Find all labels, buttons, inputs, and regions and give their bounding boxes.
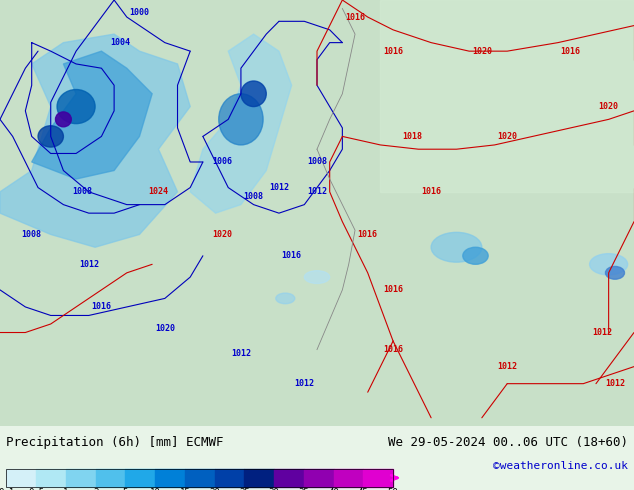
Text: 1012: 1012 bbox=[605, 379, 625, 388]
Bar bbox=[126, 469, 155, 487]
Text: 1018: 1018 bbox=[402, 132, 422, 141]
Text: 1016: 1016 bbox=[383, 345, 403, 354]
Ellipse shape bbox=[590, 254, 628, 275]
Text: 30: 30 bbox=[269, 488, 280, 490]
Ellipse shape bbox=[431, 232, 482, 262]
Text: 50: 50 bbox=[388, 488, 398, 490]
Text: 5: 5 bbox=[122, 488, 128, 490]
Ellipse shape bbox=[57, 90, 95, 123]
Text: 35: 35 bbox=[299, 488, 309, 490]
Text: 25: 25 bbox=[239, 488, 250, 490]
Text: 1024: 1024 bbox=[148, 187, 169, 196]
Ellipse shape bbox=[463, 247, 488, 264]
Text: 1008: 1008 bbox=[72, 187, 93, 196]
Text: 1020: 1020 bbox=[155, 324, 175, 333]
Bar bbox=[6, 469, 393, 487]
Bar bbox=[6, 469, 36, 487]
Bar bbox=[333, 469, 363, 487]
Text: 1016: 1016 bbox=[345, 13, 365, 22]
Text: 1004: 1004 bbox=[110, 38, 131, 47]
Ellipse shape bbox=[276, 293, 295, 304]
Text: 15: 15 bbox=[179, 488, 190, 490]
Ellipse shape bbox=[605, 267, 624, 279]
Text: 1020: 1020 bbox=[497, 132, 517, 141]
Bar bbox=[36, 469, 66, 487]
Text: 20: 20 bbox=[209, 488, 220, 490]
Text: 1012: 1012 bbox=[497, 362, 517, 371]
Bar bbox=[96, 469, 126, 487]
Text: 1016: 1016 bbox=[358, 230, 378, 239]
Bar bbox=[363, 469, 393, 487]
Ellipse shape bbox=[304, 270, 330, 284]
Ellipse shape bbox=[56, 112, 71, 127]
Text: 45: 45 bbox=[358, 488, 369, 490]
Text: 1016: 1016 bbox=[383, 47, 403, 56]
Text: 1020: 1020 bbox=[472, 47, 492, 56]
Text: 1008: 1008 bbox=[307, 157, 327, 167]
Polygon shape bbox=[190, 34, 292, 213]
Text: 1016: 1016 bbox=[421, 187, 441, 196]
Bar bbox=[185, 469, 214, 487]
Bar bbox=[304, 469, 333, 487]
Bar bbox=[66, 469, 96, 487]
Bar bbox=[274, 469, 304, 487]
Text: ©weatheronline.co.uk: ©weatheronline.co.uk bbox=[493, 461, 628, 471]
Text: 1006: 1006 bbox=[212, 157, 232, 167]
Bar bbox=[155, 469, 185, 487]
Text: 1012: 1012 bbox=[269, 183, 289, 192]
Text: 1012: 1012 bbox=[231, 349, 251, 358]
Ellipse shape bbox=[38, 126, 63, 147]
Polygon shape bbox=[0, 34, 190, 247]
Text: 1012: 1012 bbox=[592, 328, 612, 337]
Text: 1016: 1016 bbox=[91, 302, 112, 312]
Text: We 29-05-2024 00..06 UTC (18+60): We 29-05-2024 00..06 UTC (18+60) bbox=[387, 436, 628, 449]
Text: 1016: 1016 bbox=[383, 285, 403, 294]
Bar bbox=[214, 469, 244, 487]
Bar bbox=[244, 469, 274, 487]
Text: 10: 10 bbox=[150, 488, 160, 490]
Text: 1012: 1012 bbox=[294, 379, 314, 388]
Text: 1000: 1000 bbox=[129, 8, 150, 17]
Text: 1008: 1008 bbox=[243, 192, 264, 200]
Text: 1016: 1016 bbox=[560, 47, 581, 56]
Bar bbox=[380, 0, 634, 192]
Text: 1012: 1012 bbox=[79, 260, 99, 269]
Text: 0.1: 0.1 bbox=[0, 488, 15, 490]
Text: 1012: 1012 bbox=[307, 187, 327, 196]
Text: Precipitation (6h) [mm] ECMWF: Precipitation (6h) [mm] ECMWF bbox=[6, 436, 224, 449]
Text: 0.5: 0.5 bbox=[28, 488, 44, 490]
Text: 1016: 1016 bbox=[281, 251, 302, 260]
Ellipse shape bbox=[241, 81, 266, 106]
Text: 1008: 1008 bbox=[22, 230, 42, 239]
Ellipse shape bbox=[219, 94, 263, 145]
Polygon shape bbox=[32, 51, 152, 179]
Text: 1020: 1020 bbox=[212, 230, 232, 239]
Text: 1020: 1020 bbox=[598, 102, 619, 111]
Text: 1: 1 bbox=[63, 488, 68, 490]
Text: 40: 40 bbox=[328, 488, 339, 490]
Text: 2: 2 bbox=[93, 488, 98, 490]
